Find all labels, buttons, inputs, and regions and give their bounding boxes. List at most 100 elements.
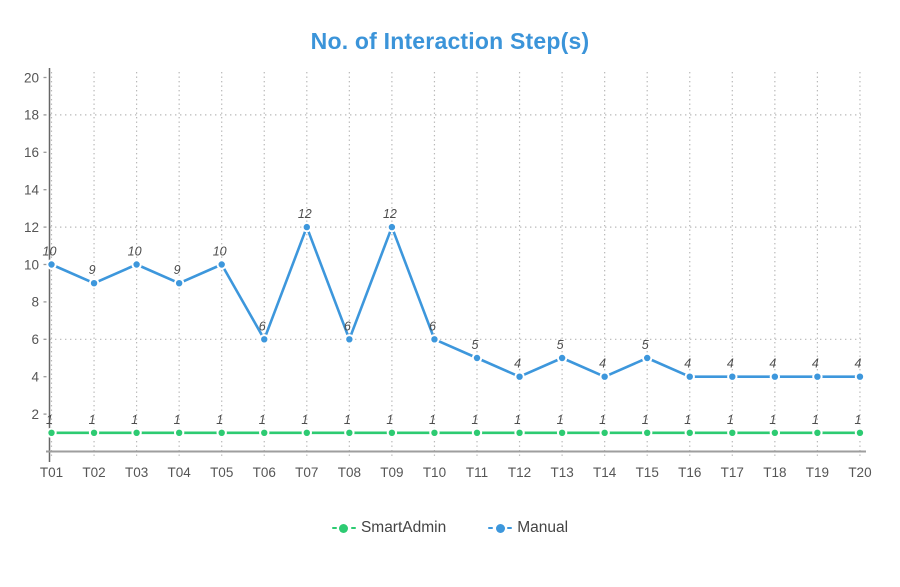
point-label-manual-t15: 5 (642, 338, 649, 352)
x-axis-tick-label-t14: T14 (593, 465, 617, 480)
smartadmin-legend-marker-icon (331, 523, 356, 533)
x-axis-tick-label-t04: T04 (168, 465, 192, 480)
chart-title: No. of Interaction Step(s) (310, 28, 590, 54)
point-label-smartadmin-t15: 1 (642, 413, 649, 427)
x-axis-tick-label-t10: T10 (423, 465, 446, 480)
data-point-smartadmin-t20 (854, 427, 866, 438)
point-label-smartadmin-t17: 1 (727, 413, 734, 427)
point-label-manual-t19: 4 (812, 357, 819, 371)
point-label-manual-t01: 10 (43, 245, 57, 259)
point-label-smartadmin-t19: 1 (812, 413, 819, 427)
point-label-smartadmin-t13: 1 (557, 413, 564, 427)
point-label-manual-t05: 10 (213, 245, 227, 259)
point-label-manual-t10: 6 (429, 319, 436, 333)
data-point-manual-t02 (88, 278, 100, 289)
x-axis-tick-label-t20: T20 (848, 465, 871, 480)
data-point-smartadmin-t13 (556, 427, 568, 438)
y-axis-tick-label-14: 14 (24, 183, 40, 198)
data-point-manual-t15 (642, 352, 653, 364)
legend-label-manual: Manual (517, 519, 569, 536)
point-label-manual-t13: 5 (557, 338, 564, 352)
manual-legend-marker-icon (488, 523, 513, 533)
chart-legend: SmartAdmin Manual (0, 519, 900, 537)
point-label-manual-t04: 9 (174, 263, 181, 277)
point-label-manual-t14: 4 (599, 357, 606, 371)
data-point-manual-t11 (471, 352, 483, 364)
data-point-manual-t13 (556, 352, 568, 364)
point-label-smartadmin-t05: 1 (216, 413, 223, 427)
point-label-manual-t17: 4 (727, 357, 734, 371)
legend-item-smartadmin[interactable]: SmartAdmin (331, 519, 447, 537)
data-point-manual-t14 (599, 371, 610, 382)
data-point-smartadmin-t15 (642, 427, 653, 438)
x-axis-tick-label-t09: T09 (380, 465, 403, 480)
point-label-smartadmin-t16: 1 (684, 413, 691, 427)
data-point-manual-t03 (131, 259, 142, 270)
data-point-manual-t17 (727, 371, 738, 382)
data-point-manual-t01 (46, 259, 57, 270)
point-label-smartadmin-t12: 1 (514, 413, 521, 427)
data-point-smartadmin-t07 (301, 427, 312, 438)
y-axis-tick-label-10: 10 (24, 257, 39, 272)
point-label-smartadmin-t07: 1 (301, 413, 308, 427)
data-point-manual-t05 (216, 259, 227, 270)
point-label-manual-t09: 12 (383, 207, 397, 221)
data-point-smartadmin-t12 (514, 427, 525, 438)
x-axis-tick-label-t06: T06 (253, 465, 276, 480)
point-label-smartadmin-t03: 1 (131, 413, 138, 427)
x-axis-tick-label-t07: T07 (295, 465, 318, 480)
data-point-smartadmin-t18 (769, 427, 781, 438)
y-axis-tick-label-2: 2 (31, 407, 39, 422)
point-label-manual-t06: 6 (259, 319, 266, 333)
data-point-smartadmin-t06 (259, 427, 270, 438)
data-point-smartadmin-t04 (173, 427, 185, 438)
data-point-smartadmin-t14 (599, 427, 610, 438)
point-label-manual-t02: 9 (89, 263, 96, 277)
point-label-manual-t18: 4 (769, 357, 776, 371)
data-point-smartadmin-t08 (344, 427, 355, 438)
legend-label-smartadmin: SmartAdmin (360, 519, 447, 536)
x-axis-tick-label-t08: T08 (338, 465, 361, 480)
y-axis-tick-label-12: 12 (24, 220, 39, 235)
data-point-smartadmin-t01 (46, 427, 57, 438)
x-axis-tick-label-t01: T01 (40, 465, 63, 480)
legend-item-manual[interactable]: Manual (488, 519, 568, 537)
data-point-smartadmin-t05 (216, 427, 227, 438)
point-label-smartadmin-t04: 1 (174, 413, 181, 427)
data-point-manual-t18 (769, 371, 781, 382)
data-point-manual-t10 (429, 334, 440, 345)
y-axis-tick-label-6: 6 (31, 332, 39, 347)
series-line-manual (50, 225, 862, 379)
data-point-manual-t04 (173, 278, 185, 289)
data-point-manual-t20 (854, 371, 866, 382)
data-point-smartadmin-t10 (429, 427, 440, 438)
point-label-smartadmin-t20: 1 (854, 413, 861, 427)
x-axis-tick-label-t12: T12 (508, 465, 531, 480)
data-point-smartadmin-t11 (471, 427, 483, 438)
y-axis-tick-label-4: 4 (31, 370, 39, 385)
data-point-manual-t12 (514, 371, 525, 382)
data-point-manual-t09 (386, 221, 398, 233)
point-label-smartadmin-t14: 1 (599, 413, 606, 427)
y-axis-tick-label-16: 16 (24, 145, 39, 160)
x-axis-tick-label-t03: T03 (125, 465, 148, 480)
point-label-smartadmin-t02: 1 (89, 413, 96, 427)
y-axis-tick-label-20: 20 (24, 70, 39, 85)
x-axis-tick-label-t19: T19 (806, 465, 829, 480)
point-label-smartadmin-t08: 1 (344, 413, 351, 427)
data-point-manual-t19 (812, 371, 823, 382)
x-axis-tick-label-t16: T16 (678, 465, 701, 480)
point-label-manual-t16: 4 (684, 357, 691, 371)
x-axis-tick-label-t02: T02 (82, 465, 105, 480)
point-label-manual-t07: 12 (298, 207, 312, 221)
x-axis-tick-label-t18: T18 (763, 465, 786, 480)
point-label-smartadmin-t11: 1 (472, 413, 479, 427)
y-axis-tick-label-8: 8 (31, 295, 39, 310)
data-point-manual-t16 (684, 371, 695, 382)
point-label-smartadmin-t10: 1 (429, 413, 436, 427)
data-point-manual-t08 (344, 334, 355, 345)
data-point-smartadmin-t19 (812, 427, 823, 438)
data-point-manual-t07 (301, 221, 312, 233)
